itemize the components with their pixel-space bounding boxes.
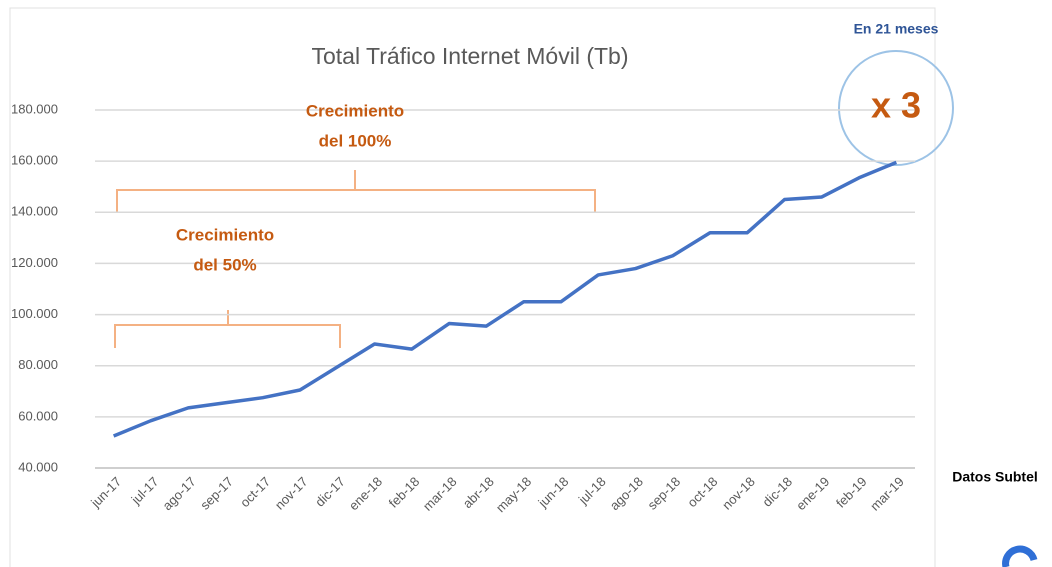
- y-tick-label: 140.000: [11, 204, 58, 219]
- x-tick-label: jun-17: [87, 474, 124, 511]
- y-tick-label: 80.000: [18, 357, 58, 372]
- x-tick-label: mar-19: [867, 474, 907, 514]
- y-tick-label: 40.000: [18, 459, 58, 474]
- y-tick-label: 180.000: [11, 101, 58, 116]
- x-tick-label: oct-18: [684, 474, 720, 510]
- x-tick-label: ago-18: [607, 474, 646, 513]
- annotation: Crecimiento: [306, 101, 404, 120]
- x-tick-label: ene-18: [346, 474, 385, 513]
- x-tick-label: feb-18: [386, 474, 423, 511]
- x-tick-label: oct-17: [237, 474, 273, 510]
- x-tick-label: ago-17: [160, 474, 199, 513]
- annotation: x 3: [871, 85, 921, 126]
- x-tick-label: jun-18: [535, 474, 572, 511]
- chart-title: Total Tráfico Internet Móvil (Tb): [312, 43, 629, 69]
- annotation: del 50%: [193, 255, 256, 274]
- highlight-circle: [838, 50, 954, 166]
- x-tick-label: nov-18: [719, 474, 758, 513]
- x-tick-label: dic-18: [759, 474, 795, 510]
- x-tick-label: nov-17: [272, 474, 311, 513]
- annotation: En 21 meses: [854, 21, 939, 37]
- x-tick-label: sep-18: [645, 474, 684, 513]
- x-tick-label: may-18: [493, 474, 534, 515]
- x-tick-label: dic-17: [312, 474, 348, 510]
- y-tick-label: 160.000: [11, 153, 58, 168]
- x-tick-label: ene-19: [793, 474, 832, 513]
- data-line: [112, 160, 898, 438]
- bracket-100: [116, 170, 596, 212]
- x-tick-label: jul-18: [575, 474, 609, 508]
- y-tick-label: 60.000: [18, 408, 58, 423]
- annotation: Datos Subtel: [952, 469, 1038, 485]
- x-tick-label: feb-19: [833, 474, 870, 511]
- logo: [1002, 545, 1038, 567]
- x-tick-label: jul-17: [128, 474, 162, 508]
- x-tick-label: abr-18: [460, 474, 497, 511]
- y-tick-label: 120.000: [11, 255, 58, 270]
- annotation: del 100%: [319, 131, 392, 150]
- bracket-50: [114, 310, 341, 348]
- x-tick-label: sep-17: [197, 474, 236, 513]
- annotation: Crecimiento: [176, 225, 274, 244]
- y-tick-label: 100.000: [11, 306, 58, 321]
- x-tick-label: mar-18: [420, 474, 460, 514]
- chart-border: [9, 7, 936, 567]
